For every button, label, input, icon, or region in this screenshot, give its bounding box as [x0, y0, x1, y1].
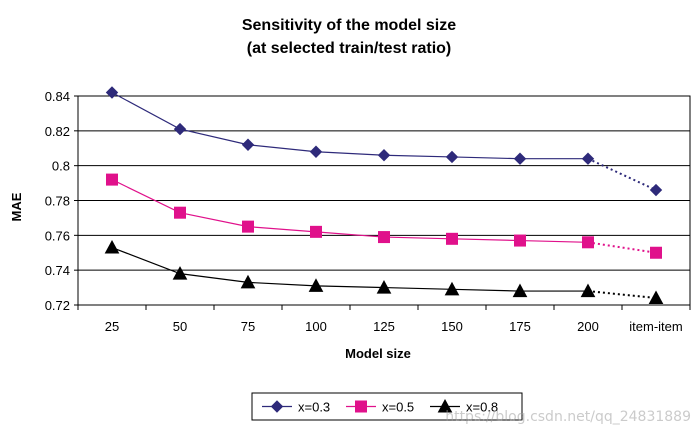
data-point-s2-8	[582, 236, 594, 249]
data-point-s2-6	[446, 232, 458, 245]
legend-marker-3	[437, 398, 453, 413]
x-tick-label: 175	[509, 319, 531, 334]
data-point-s1-4	[309, 145, 323, 158]
chart-title: Sensitivity of the model size	[242, 17, 456, 34]
plot-area: 0.72 0.74 0.76 0.78 0.8 0.82 0.84 25 50 75 100 125 1…	[45, 86, 691, 334]
x-tick-label: 150	[441, 319, 463, 334]
data-point-s1-7	[513, 152, 527, 165]
x-tick-label: item-item	[629, 319, 682, 334]
legend-label-2: x=0.5	[382, 400, 414, 415]
data-point-s1-3	[241, 138, 255, 151]
data-point-s2-7	[514, 234, 526, 247]
data-point-s2-1	[106, 173, 118, 186]
series-line-3	[111, 246, 588, 292]
data-point-s3-3	[240, 274, 256, 289]
legend-box	[251, 392, 523, 421]
data-point-s3-9	[648, 290, 664, 305]
y-tick-label: 0.78	[45, 194, 70, 209]
y-tick-label: 0.74	[45, 263, 70, 278]
data-point-s2-4	[310, 225, 322, 238]
legend: x=0.3 x=0.5 x=0.8	[251, 392, 523, 421]
data-point-s3-4	[308, 278, 324, 292]
legend-label-1: x=0.3	[298, 400, 330, 415]
series-line-2	[111, 179, 589, 243]
data-point-s3-2	[172, 266, 188, 280]
data-point-s1-5	[377, 149, 391, 162]
chart-subtitle: (at selected train/test ratio)	[247, 40, 452, 57]
data-point-s3-6	[444, 281, 460, 296]
data-point-s1-2	[173, 122, 187, 136]
x-tick-label: 125	[373, 319, 395, 334]
x-tick-label: 200	[577, 319, 599, 334]
x-axis-label: Model size	[345, 346, 411, 361]
data-point-s1-8	[581, 152, 595, 165]
series-line-dotted-3	[587, 290, 657, 300]
y-tick-label: 0.76	[45, 228, 70, 243]
y-tick-label: 0.84	[45, 89, 70, 104]
series-line-1	[111, 91, 588, 160]
watermark-text: https://blog.csdn.net/qq_24831889	[445, 409, 691, 425]
x-tick-label: 100	[305, 319, 327, 334]
legend-marker-2	[355, 400, 367, 413]
data-point-s1-6	[445, 150, 459, 164]
data-point-s2-2	[174, 206, 186, 219]
data-point-s3-7	[512, 283, 528, 298]
data-point-s2-9	[650, 246, 662, 259]
y-axis-label: MAE	[9, 192, 24, 221]
x-tick-label: 50	[173, 319, 187, 334]
y-tick-label: 0.72	[45, 298, 70, 313]
y-tick-label: 0.82	[45, 124, 70, 139]
data-point-s2-3	[242, 220, 254, 233]
data-point-s1-1	[105, 86, 119, 99]
series-line-dotted-1	[587, 157, 657, 191]
x-tick-label: 25	[105, 319, 119, 334]
y-tick-label: 0.8	[52, 159, 70, 174]
series-line-dotted-2	[587, 241, 657, 254]
x-tick-label: 75	[241, 319, 255, 334]
legend-label-3: x=0.8	[466, 400, 498, 415]
data-point-s3-8	[580, 283, 596, 298]
data-point-s2-5	[378, 231, 390, 244]
data-point-s3-5	[376, 280, 392, 294]
data-point-s3-1	[104, 239, 120, 254]
data-point-s1-9	[649, 183, 663, 197]
legend-marker-1	[270, 400, 284, 413]
